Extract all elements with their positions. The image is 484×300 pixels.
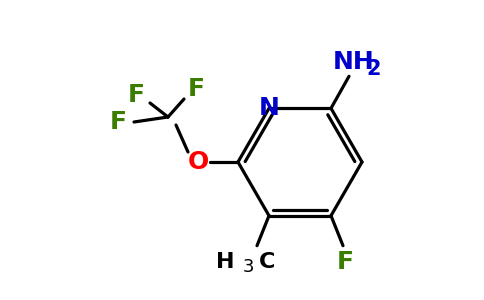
Text: F: F bbox=[127, 83, 145, 107]
Text: F: F bbox=[336, 250, 353, 274]
Text: C: C bbox=[259, 252, 275, 272]
Text: 2: 2 bbox=[367, 59, 381, 79]
Text: 3: 3 bbox=[243, 258, 255, 276]
Text: H: H bbox=[216, 252, 235, 272]
Text: F: F bbox=[187, 77, 205, 101]
Text: N: N bbox=[258, 96, 279, 120]
Text: F: F bbox=[109, 110, 126, 134]
Text: O: O bbox=[187, 150, 209, 174]
Text: NH: NH bbox=[333, 50, 375, 74]
